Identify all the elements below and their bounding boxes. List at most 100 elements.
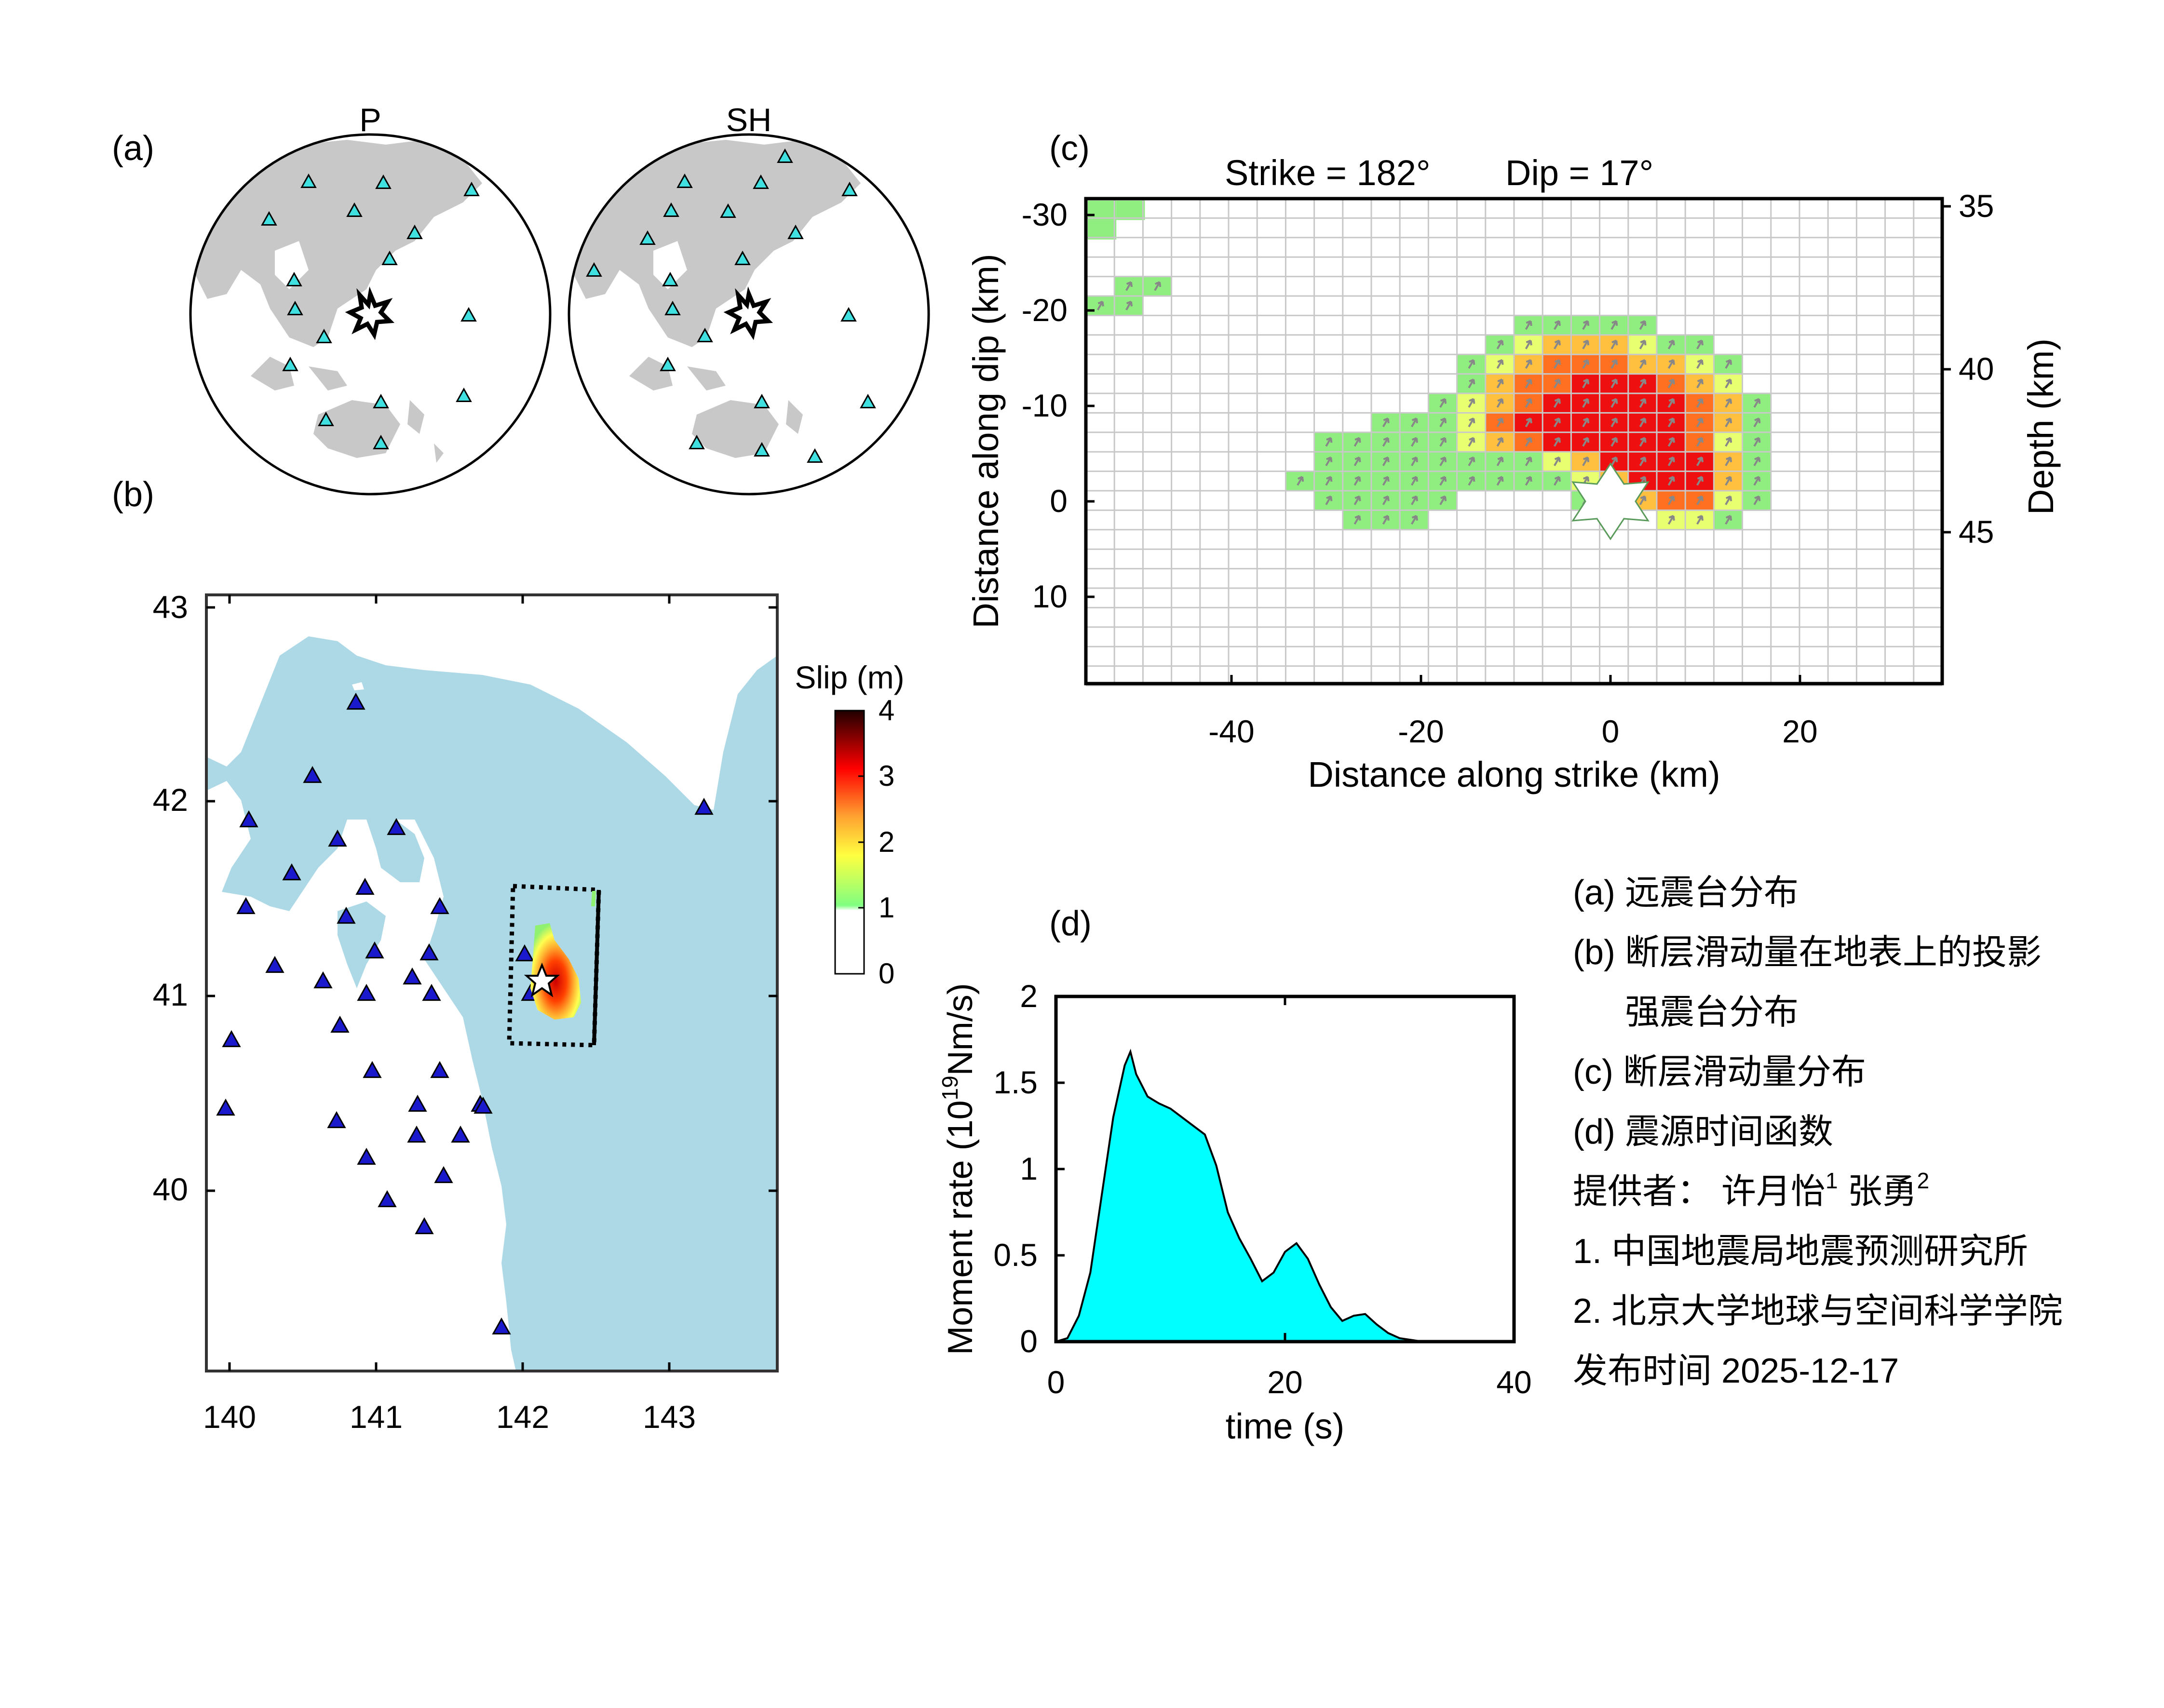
dip-tick-m30: -30 [1022,197,1068,232]
station-triangle-icon [236,897,256,915]
slip-vector-icon [1582,339,1590,350]
station-triangle-icon [403,967,422,985]
station-triangle-icon [639,230,656,245]
station-triangle-icon [407,1125,426,1143]
moment-rate-area [1055,1049,1423,1343]
station-triangle-icon [753,174,769,189]
slip-vector-icon [1468,476,1475,486]
slip-vector-icon [1411,495,1418,505]
source-time-function: 2 1.5 1 0.5 0 0 20 40 time (s) Moment ra… [937,978,1532,1446]
station-triangle-icon [222,1030,241,1048]
station-triangle-icon [300,173,317,188]
provider-label: 提供者： [1573,1172,1712,1211]
legend-line-d: (d) 震源时间函数 [1573,1102,2063,1162]
slip-vector-icon [1639,437,1647,447]
dip-axis-label: Distance along dip (km) [966,254,1006,628]
station-triangle-icon [357,983,376,1001]
slip-vector-icon [1382,417,1390,428]
legend-line-c: (c) 断层滑动量分布 [1573,1042,2063,1102]
dip-tick-m10: -10 [1022,388,1068,423]
slip-vector-icon [1496,398,1504,408]
slip-vector-icon [1382,495,1390,505]
strike-title: Strike = 182° [1225,153,1431,193]
sh-epicenter-star-icon [723,286,773,340]
slip-vector-icon [1382,476,1390,486]
slip-vector-icon [1468,398,1475,408]
legend-text-b: 断层滑动量在地表上的投影 [1625,933,2042,972]
station-triangle-icon [373,393,389,408]
slip-vector-icon [1667,495,1675,505]
slip-vector-icon [1468,456,1475,467]
station-triangle-icon [408,1094,427,1112]
station-triangle-icon [430,1061,449,1078]
sh-globe-title: SH [726,102,771,138]
slip-vector-icon [1525,378,1532,389]
station-triangle-icon [422,983,441,1001]
slip-vector-icon [1696,437,1704,447]
slip-vector-icon [1696,515,1704,525]
slip-vector-icon [1582,398,1590,408]
station-triangle-icon [318,411,334,426]
slip-vector-icon [1411,456,1418,467]
slip-vector-icon [1667,437,1675,447]
station-triangle-icon [460,307,477,322]
station-triangle-icon [265,955,284,973]
station-triangle-icon [286,271,302,286]
stf-ytick-0-5: 0.5 [993,1237,1038,1273]
station-triangle-icon [664,300,681,315]
station-triangle-icon [434,1166,453,1183]
slip-vector-icon [1610,320,1618,330]
slip-vector-icon [1725,476,1732,486]
slip-vector-icon [1554,339,1561,350]
slip-vector-icon [1753,456,1761,467]
p-globe-land [193,140,482,463]
colorbar-tick-1: 1 [879,891,894,924]
station-triangle-icon [697,327,713,342]
slip-vector-icon [1496,476,1504,486]
slip-vector-icon [1554,456,1561,467]
slip-vector-icon [1610,417,1618,428]
slip-vector-icon [1639,320,1647,330]
slip-vector-icon [1496,437,1504,447]
panel-label-b: (b) [112,475,154,514]
station-triangle-icon [807,448,823,463]
station-triangle-icon [303,766,322,783]
legend-affiliation-2: 2. 北京大学地球与空间科学学院 [1573,1292,2063,1331]
slip-vector-icon [1325,495,1333,505]
lat-label-40: 40 [153,1171,188,1207]
slip-vectors [1096,281,1761,525]
slip-vector-icon [1696,417,1704,428]
slip-vector-icon [1525,437,1532,447]
slip-vector-icon [1525,476,1532,486]
slip-vector-icon [1496,359,1504,369]
station-triangle-icon [406,224,423,239]
slip-vector-icon [1325,437,1333,447]
slip-vector-icon [1325,456,1333,467]
panel-label-c: (c) [1049,129,1090,168]
slip-vector-icon [1554,476,1561,486]
legend-line-b2: 强震台分布 [1573,982,2063,1042]
p-globe-title: P [359,102,381,138]
slip-vector-icon [1125,281,1133,291]
legend-line-b: (b) 断层滑动量在地表上的投影 [1573,923,2063,982]
slip-vector-icon [1439,495,1447,505]
slip-cell [1088,220,1117,240]
sh-stations [586,148,876,463]
legend-line-a: (a) 远震台分布 [1573,863,2063,923]
station-triangle-icon [463,181,480,196]
slip-vector-icon [1554,398,1561,408]
slip-vector-icon [1696,378,1704,389]
station-triangle-icon [515,944,534,962]
station-triangle-icon [328,829,347,847]
station-triangle-icon [337,906,356,924]
slip-vector-icon [1610,437,1618,447]
depth-axis-label: Depth (km) [2021,338,2061,515]
date-label: 发布时间 [1573,1352,1712,1390]
legend-text-d: 震源时间函数 [1625,1113,1834,1151]
station-triangle-icon [694,797,714,815]
strike-tick-m20: -20 [1398,713,1444,749]
slip-vector-icon [1353,476,1361,486]
legend-text-b2: 强震台分布 [1625,993,1799,1032]
panel-label-d: (d) [1049,904,1092,943]
slip-vector-icon [1554,378,1561,389]
